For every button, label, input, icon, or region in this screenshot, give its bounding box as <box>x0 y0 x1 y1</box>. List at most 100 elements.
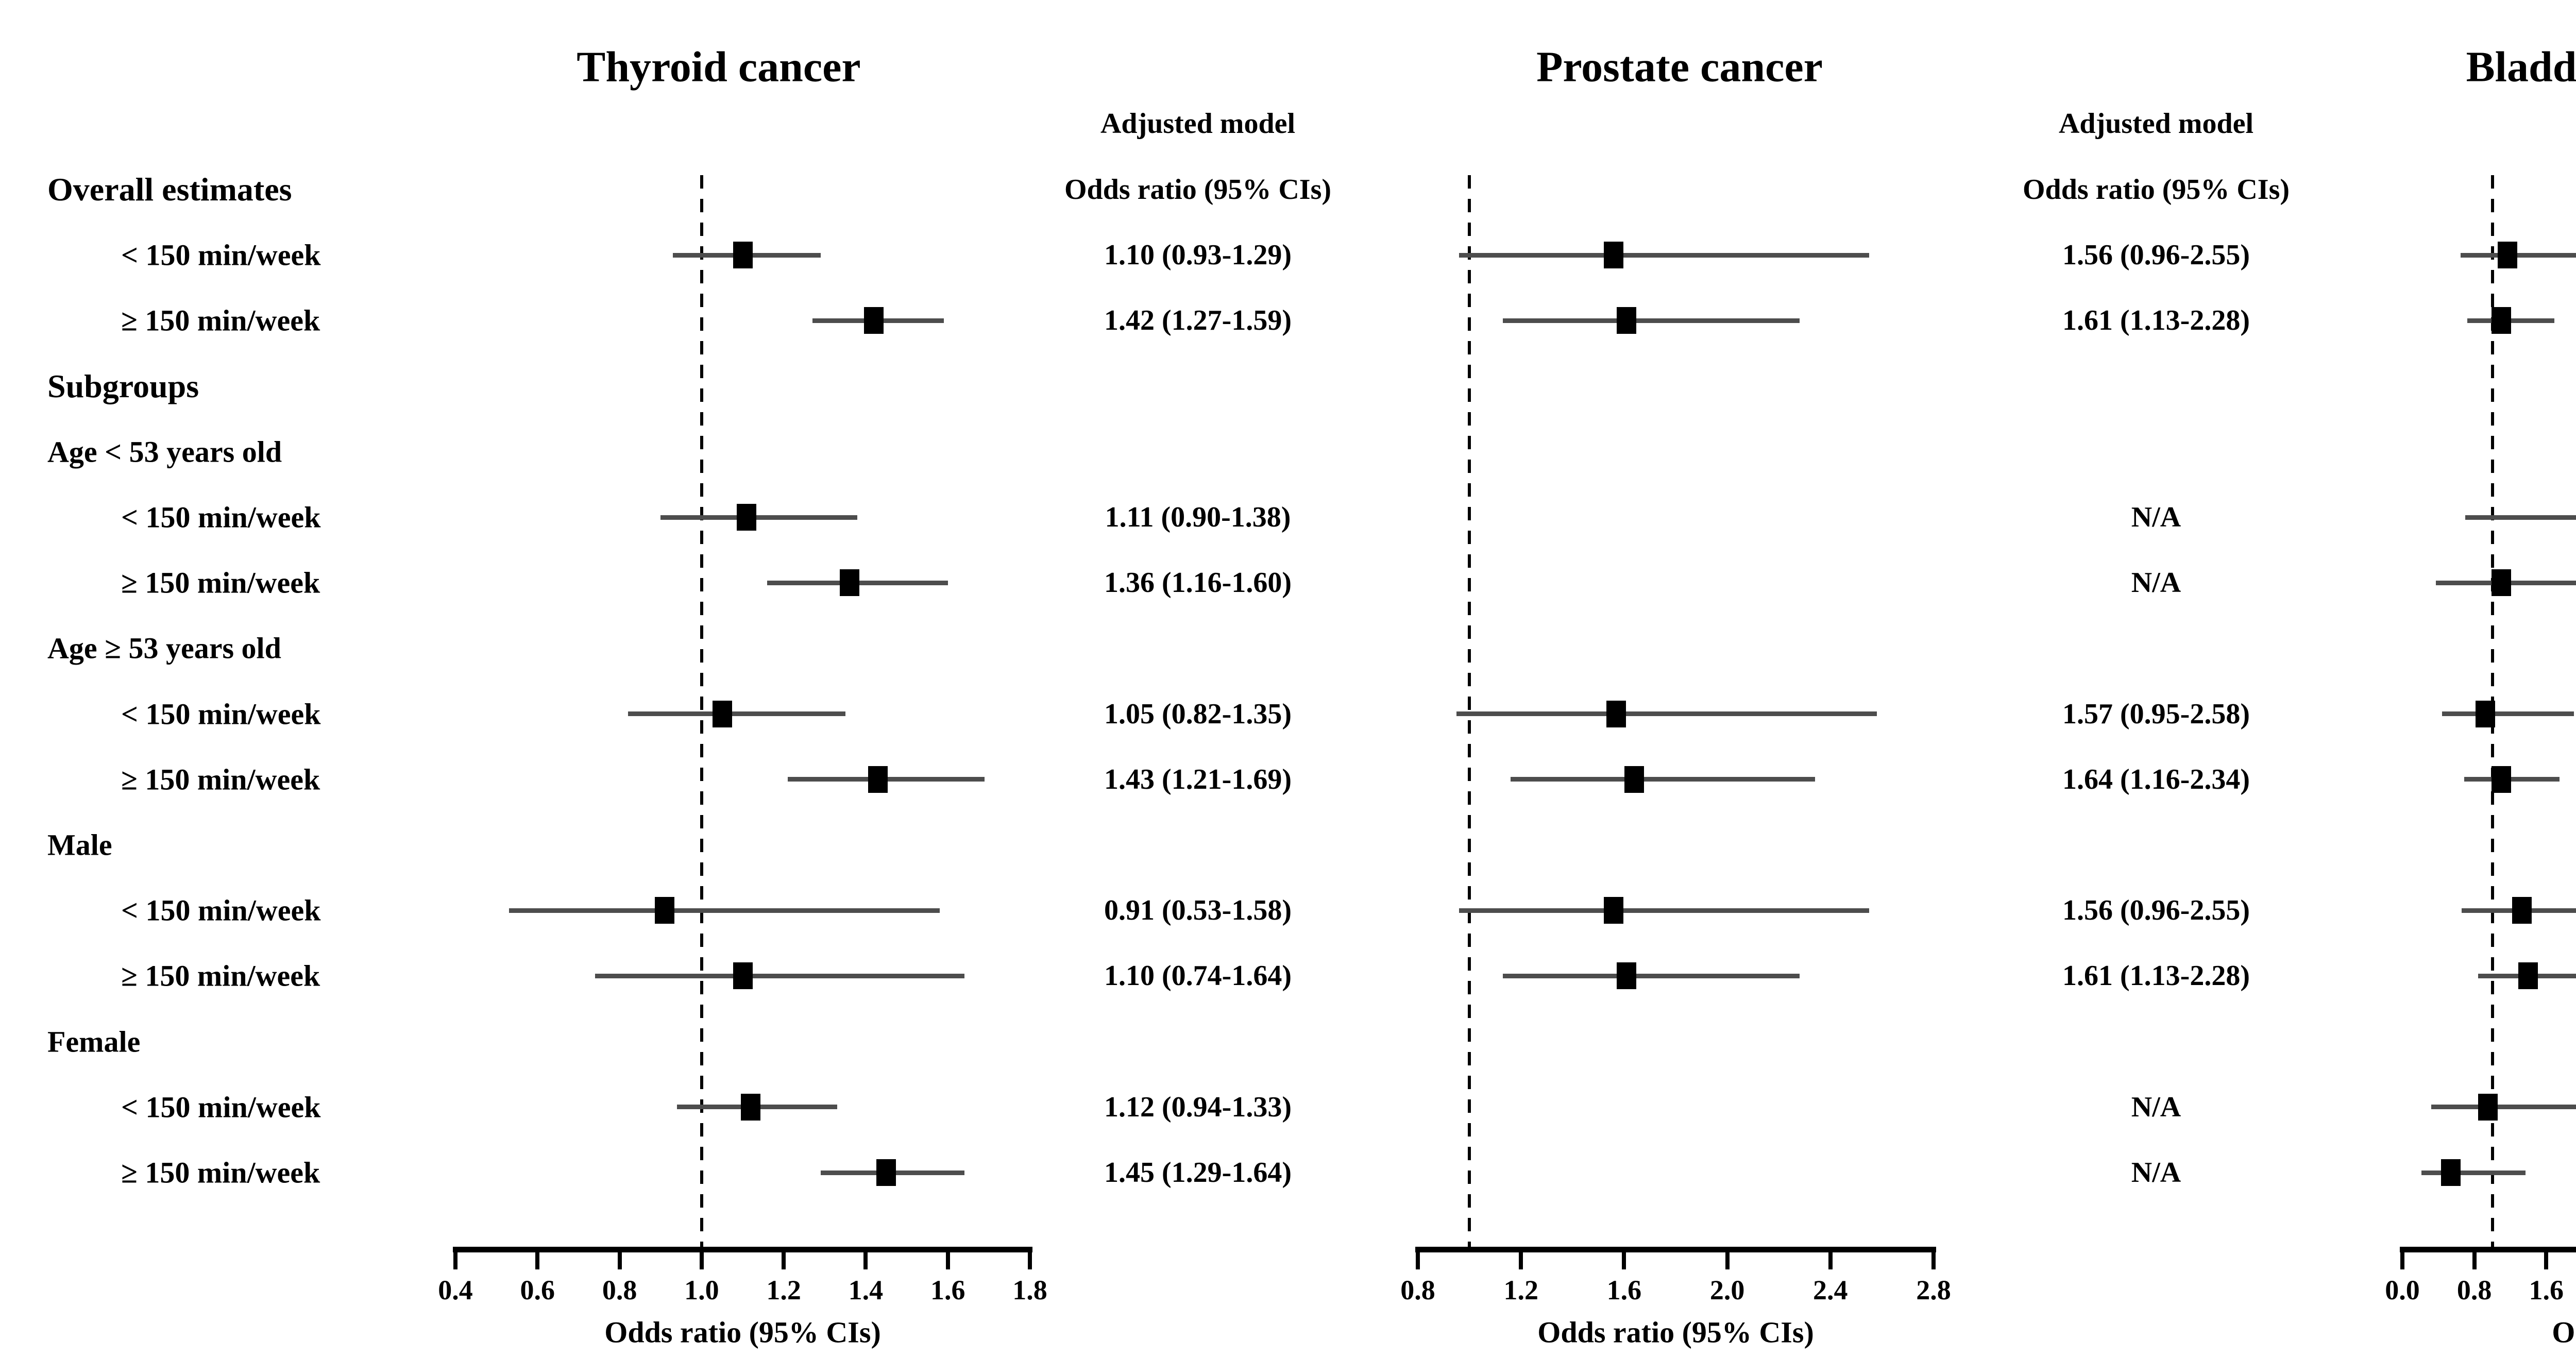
x-axis-label: Odds ratio (95% CIs) <box>2552 1315 2576 1349</box>
x-axis-tick <box>782 1247 786 1269</box>
odds-ratio-marker <box>733 962 753 990</box>
odds-ratio-marker <box>2478 1093 2498 1121</box>
x-axis-line <box>2400 1247 2576 1252</box>
x-axis-tick-label: 1.6 <box>2529 1275 2564 1305</box>
odds-ratio-value: N/A <box>2131 567 2181 599</box>
odds-ratio-value: 1.10 (0.93-1.29) <box>1104 239 1292 272</box>
row-label-item: < 150 min/week <box>121 893 321 927</box>
x-axis-tick <box>1519 1247 1523 1269</box>
panel-title-prostate-cancer: Prostate cancer <box>1536 43 1823 91</box>
odds-ratio-marker <box>712 700 732 727</box>
x-axis-tick-label: 1.2 <box>766 1275 801 1305</box>
odds-ratio-value: 1.56 (0.96-2.55) <box>2062 894 2250 927</box>
odds-ratio-marker <box>2475 700 2495 727</box>
odds-ratio-marker <box>2512 897 2532 924</box>
x-axis-tick <box>1931 1247 1936 1269</box>
x-axis-tick <box>535 1247 540 1269</box>
row-label-subgroup: Male <box>47 828 112 862</box>
row-label-subgroup: Age < 53 years old <box>47 435 282 469</box>
odds-ratio-marker <box>655 897 675 924</box>
confidence-interval-line <box>2442 711 2574 717</box>
odds-ratio-marker <box>864 307 884 334</box>
odds-ratio-header-thyroid: Odds ratio (95% CIs) <box>1064 174 1332 206</box>
odds-ratio-marker <box>741 1093 761 1121</box>
odds-ratio-marker <box>1617 962 1637 990</box>
x-axis-tick-label: 1.2 <box>1503 1275 1538 1305</box>
x-axis-tick <box>863 1247 868 1269</box>
confidence-interval-line <box>660 515 858 520</box>
odds-ratio-value: 1.11 (0.90-1.38) <box>1105 501 1291 533</box>
x-axis-tick <box>1622 1247 1626 1269</box>
confidence-interval-line <box>1459 908 1869 913</box>
confidence-interval-line <box>2421 1170 2526 1175</box>
confidence-interval-line <box>1511 777 1815 782</box>
confidence-interval-line <box>1503 318 1800 323</box>
row-label-item: ≥ 150 min/week <box>121 303 320 337</box>
adjusted-model-header-thyroid: Adjusted model <box>1100 108 1296 140</box>
odds-ratio-marker <box>2498 242 2518 269</box>
odds-ratio-value: 1.12 (0.94-1.33) <box>1104 1091 1292 1123</box>
row-label-item: ≥ 150 min/week <box>121 566 320 600</box>
x-axis-tick-label: 0.0 <box>2385 1275 2420 1305</box>
odds-ratio-marker <box>737 504 757 531</box>
x-axis-tick <box>453 1247 457 1269</box>
odds-ratio-marker <box>2491 307 2511 334</box>
odds-ratio-marker <box>839 569 859 597</box>
odds-ratio-value: 1.36 (1.16-1.60) <box>1104 567 1292 599</box>
x-axis-line <box>1415 1247 1936 1252</box>
adjusted-model-header-prostate: Adjusted model <box>2058 108 2254 140</box>
odds-ratio-value: 1.64 (1.16-2.34) <box>2062 763 2250 795</box>
confidence-interval-line <box>628 711 845 717</box>
odds-ratio-marker <box>868 766 888 793</box>
confidence-interval-line <box>2464 777 2560 782</box>
x-axis-tick <box>1828 1247 1833 1269</box>
x-axis-label: Odds ratio (95% CIs) <box>604 1315 881 1349</box>
odds-ratio-marker <box>1617 307 1637 334</box>
row-label-subgroup: Female <box>47 1025 141 1059</box>
x-axis-tick-label: 1.8 <box>1012 1275 1047 1305</box>
row-label-item: ≥ 150 min/week <box>121 959 320 993</box>
reference-line <box>700 175 703 1247</box>
confidence-interval-line <box>595 973 964 978</box>
x-axis-tick <box>2544 1247 2549 1269</box>
odds-ratio-value: 1.61 (1.13-2.28) <box>2062 960 2250 992</box>
odds-ratio-value: 1.10 (0.74-1.64) <box>1104 960 1292 992</box>
x-axis-tick <box>2472 1247 2477 1269</box>
odds-ratio-value: N/A <box>2131 1157 2181 1189</box>
x-axis-line <box>453 1247 1032 1252</box>
odds-ratio-marker <box>1624 766 1645 793</box>
x-axis-tick-label: 2.0 <box>1709 1275 1745 1305</box>
odds-ratio-value: 1.05 (0.82-1.35) <box>1104 698 1292 730</box>
odds-ratio-marker <box>876 1159 896 1186</box>
confidence-interval-line <box>509 908 940 913</box>
confidence-interval-line <box>1503 973 1800 978</box>
x-axis-tick-label: 0.6 <box>520 1275 555 1305</box>
x-axis-tick <box>1028 1247 1032 1269</box>
x-axis-label: Odds ratio (95% CIs) <box>1537 1315 1814 1349</box>
x-axis-tick-label: 1.4 <box>848 1275 884 1305</box>
confidence-interval-line <box>2431 1105 2576 1110</box>
row-label-item: < 150 min/week <box>121 697 321 731</box>
odds-ratio-value: N/A <box>2131 1091 2181 1123</box>
x-axis-tick <box>1416 1247 1420 1269</box>
panel-title-bladder-cancer: Bladder cancer <box>2466 43 2576 91</box>
row-label-item: ≥ 150 min/week <box>121 1156 320 1190</box>
reference-line <box>1468 175 1471 1247</box>
odds-ratio-marker <box>1604 897 1624 924</box>
odds-ratio-header-prostate: Odds ratio (95% CIs) <box>2022 174 2290 206</box>
confidence-interval-line <box>1459 252 1869 258</box>
odds-ratio-marker <box>733 242 753 269</box>
confidence-interval-line <box>1456 711 1877 717</box>
odds-ratio-value: 1.43 (1.21-1.69) <box>1104 763 1292 795</box>
x-axis-tick <box>1725 1247 1730 1269</box>
x-axis-tick <box>617 1247 622 1269</box>
x-axis-tick <box>2400 1247 2404 1269</box>
odds-ratio-marker <box>2518 962 2538 990</box>
confidence-interval-line <box>2465 515 2576 520</box>
row-label-item: < 150 min/week <box>121 238 321 272</box>
odds-ratio-value: 0.91 (0.53-1.58) <box>1104 894 1292 927</box>
x-axis-tick-label: 1.6 <box>930 1275 965 1305</box>
odds-ratio-value: 1.61 (1.13-2.28) <box>2062 304 2250 337</box>
odds-ratio-marker <box>2491 766 2511 793</box>
confidence-interval-line <box>2461 252 2576 258</box>
